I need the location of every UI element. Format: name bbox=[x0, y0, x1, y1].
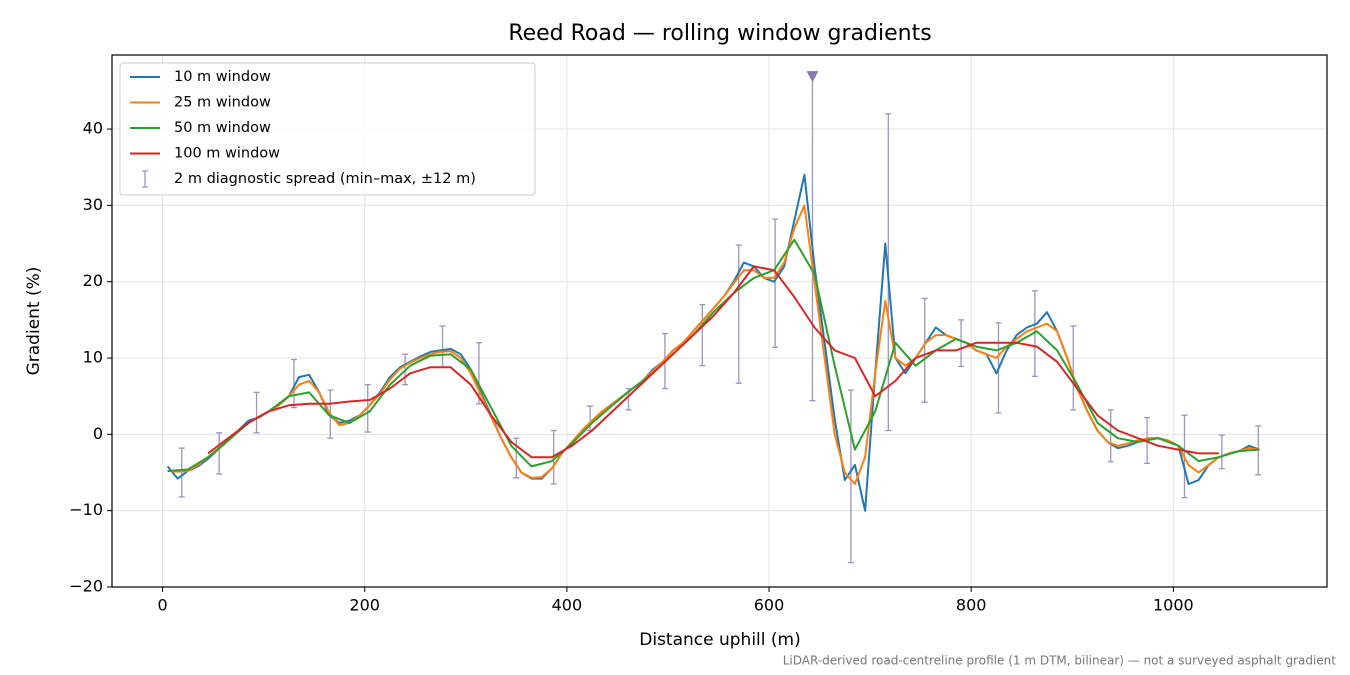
error-bar bbox=[475, 342, 482, 405]
y-tick-label: 20 bbox=[83, 271, 103, 290]
legend-label: 10 m window bbox=[174, 69, 271, 85]
legend-box bbox=[119, 62, 536, 196]
plot-frame bbox=[111, 54, 1328, 588]
chart-title: Reed Road — rolling window gradients bbox=[508, 21, 931, 46]
error-bar bbox=[921, 297, 928, 403]
error-bar bbox=[958, 319, 965, 368]
clip-marker bbox=[806, 71, 819, 83]
footnote: LiDAR-derived road-centreline profile (1… bbox=[783, 654, 1337, 668]
x-axis-label: Distance uphill (m) bbox=[639, 630, 800, 650]
y-tick-label: 10 bbox=[83, 348, 103, 367]
x-tick-label: 800 bbox=[956, 596, 987, 615]
x-tick-label: 0 bbox=[157, 596, 167, 615]
legend-label: 50 m window bbox=[174, 120, 271, 136]
error-bar bbox=[772, 218, 779, 348]
legend-label: 2 m diagnostic spread (min–max, ±12 m) bbox=[174, 171, 476, 187]
series-line bbox=[167, 238, 1260, 472]
error-bar bbox=[735, 244, 742, 384]
error-bar bbox=[216, 432, 223, 475]
y-tick-label: −10 bbox=[69, 500, 103, 519]
y-tick-label: 30 bbox=[83, 195, 103, 214]
legend-label: 100 m window bbox=[174, 146, 280, 162]
error-bar bbox=[178, 447, 185, 498]
error-bar bbox=[290, 358, 297, 409]
y-axis-label: Gradient (%) bbox=[24, 267, 44, 376]
x-tick-label: 200 bbox=[349, 596, 380, 615]
error-bar bbox=[1070, 325, 1077, 411]
legend-label: 25 m window bbox=[174, 95, 271, 111]
x-tick-label: 400 bbox=[552, 596, 583, 615]
y-tick-label: −20 bbox=[69, 577, 103, 596]
y-tick-label: 0 bbox=[93, 424, 103, 443]
x-tick-label: 1000 bbox=[1153, 596, 1194, 615]
y-tick-label: 40 bbox=[83, 119, 103, 138]
legend: 10 m window 25 m window 50 m window 100 m w… bbox=[119, 62, 536, 196]
error-bar bbox=[550, 429, 557, 485]
series-line bbox=[207, 265, 1219, 459]
error-bar bbox=[253, 391, 260, 434]
x-tick-label: 600 bbox=[754, 596, 785, 615]
error-bar bbox=[847, 389, 854, 564]
error-bar bbox=[699, 303, 706, 367]
error-bar bbox=[1107, 409, 1114, 463]
error-bar bbox=[1218, 434, 1225, 470]
